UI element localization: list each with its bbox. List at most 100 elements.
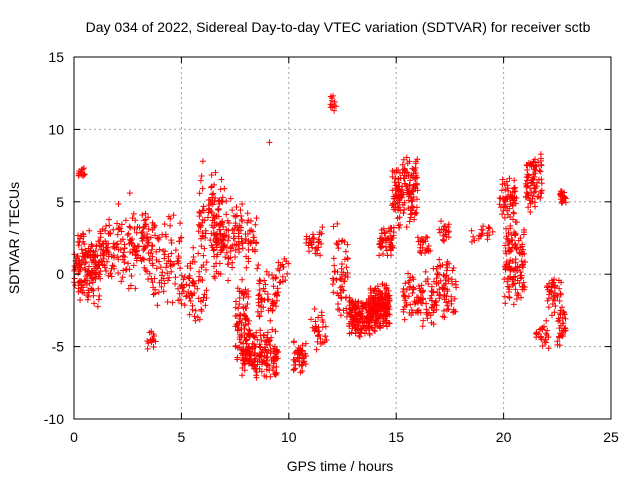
data-point xyxy=(509,201,516,208)
data-point xyxy=(410,194,417,201)
data-point xyxy=(263,354,270,361)
data-point xyxy=(125,230,132,237)
data-point xyxy=(249,362,256,369)
data-point xyxy=(251,343,258,350)
data-point xyxy=(130,210,137,217)
data-point xyxy=(291,361,298,368)
data-point xyxy=(427,312,434,319)
data-point xyxy=(153,248,160,255)
data-point xyxy=(509,276,516,283)
data-point xyxy=(138,230,145,237)
data-point xyxy=(211,181,218,188)
data-point xyxy=(408,198,415,205)
data-point xyxy=(115,200,122,207)
data-point xyxy=(239,239,246,246)
data-point xyxy=(337,276,344,283)
data-point xyxy=(353,327,360,334)
data-point xyxy=(519,283,526,290)
data-point xyxy=(423,300,430,307)
data-point xyxy=(89,286,96,293)
data-point xyxy=(139,211,146,218)
data-point xyxy=(507,214,514,221)
data-point xyxy=(215,197,222,204)
x-tick-label: 15 xyxy=(388,429,404,445)
data-point xyxy=(453,284,460,291)
data-point xyxy=(334,220,341,227)
data-point xyxy=(256,312,263,319)
data-point xyxy=(178,272,185,279)
data-point xyxy=(236,246,243,253)
data-point xyxy=(192,307,199,314)
data-point xyxy=(154,235,161,242)
data-point xyxy=(141,264,148,271)
data-point xyxy=(270,345,277,352)
data-point xyxy=(508,231,515,238)
data-point xyxy=(394,199,401,206)
data-point xyxy=(141,217,148,224)
data-point xyxy=(376,252,383,259)
data-point xyxy=(270,275,277,282)
data-point xyxy=(263,366,270,373)
data-point xyxy=(375,306,382,313)
data-point xyxy=(512,273,519,280)
data-point xyxy=(76,239,83,246)
data-point xyxy=(225,277,232,284)
data-point xyxy=(75,279,82,286)
data-point xyxy=(433,306,440,313)
data-point xyxy=(130,246,137,253)
data-point xyxy=(76,261,83,268)
data-point xyxy=(248,351,255,358)
data-point xyxy=(388,225,395,232)
data-point xyxy=(386,292,393,299)
data-point xyxy=(438,218,445,225)
data-point xyxy=(201,245,208,252)
data-point xyxy=(388,236,395,243)
data-point xyxy=(344,241,351,248)
data-point xyxy=(397,207,404,214)
data-point xyxy=(233,212,240,219)
data-point xyxy=(408,306,415,313)
data-point xyxy=(409,289,416,296)
data-point xyxy=(96,292,103,299)
data-point xyxy=(382,229,389,236)
data-point xyxy=(115,256,122,263)
data-point xyxy=(242,286,249,293)
data-point xyxy=(250,234,257,241)
data-point xyxy=(198,243,205,250)
data-point xyxy=(260,304,267,311)
data-point xyxy=(400,210,407,217)
data-point xyxy=(82,247,89,254)
data-point xyxy=(315,244,322,251)
data-point xyxy=(178,290,185,297)
data-point xyxy=(560,308,567,315)
data-point xyxy=(504,203,511,210)
data-point xyxy=(237,224,244,231)
data-point xyxy=(95,262,102,269)
data-point xyxy=(208,242,215,249)
data-point xyxy=(501,214,508,221)
data-point xyxy=(346,323,353,330)
data-point xyxy=(251,352,258,359)
data-point xyxy=(369,309,376,316)
data-point xyxy=(436,229,443,236)
data-point xyxy=(124,231,131,238)
data-point xyxy=(203,259,210,266)
data-point xyxy=(147,250,154,257)
data-point xyxy=(368,316,375,323)
data-point xyxy=(417,297,424,304)
data-point xyxy=(538,187,545,194)
data-point xyxy=(401,316,408,323)
data-point xyxy=(527,208,534,215)
data-point xyxy=(196,190,203,197)
data-point xyxy=(400,166,407,173)
y-axis-label: SDTVAR / TECUs xyxy=(6,182,22,294)
data-point xyxy=(319,224,326,231)
data-point xyxy=(309,231,316,238)
data-point xyxy=(538,161,545,168)
data-point xyxy=(263,268,270,275)
data-point xyxy=(216,197,223,204)
data-point xyxy=(499,211,506,218)
data-point xyxy=(146,257,153,264)
data-point xyxy=(384,305,391,312)
